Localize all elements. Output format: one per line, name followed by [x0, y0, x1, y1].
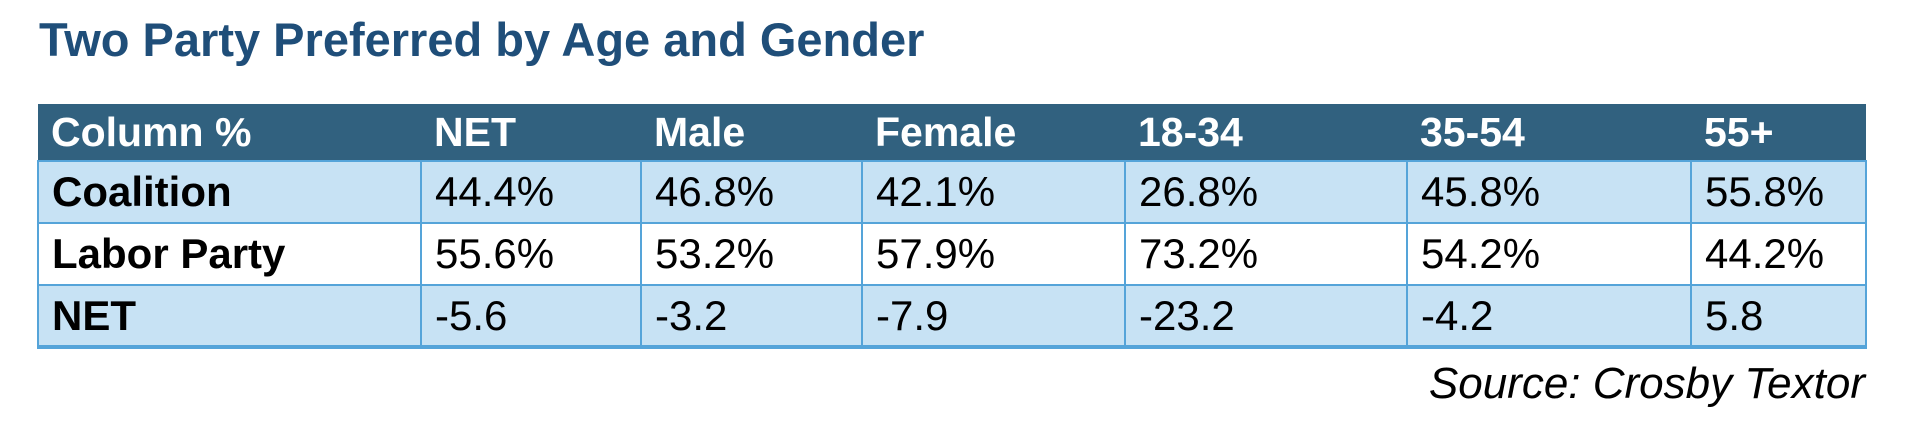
table-cell: 57.9% [861, 222, 1126, 286]
table-cell: 26.8% [1124, 160, 1408, 224]
table-cell: 42.1% [861, 160, 1126, 224]
table-cell: 53.2% [640, 222, 863, 286]
column-header-net: NET [421, 104, 641, 161]
table-cell: -3.2 [640, 284, 863, 349]
column-header-55plus: 55+ [1691, 104, 1866, 161]
table-row-labor-party: Labor Party 55.6% 53.2% 57.9% 73.2% 54.2… [37, 222, 1867, 286]
column-header-column-pct: Column % [38, 104, 421, 161]
table-cell: 44.4% [420, 160, 642, 224]
table-row-coalition: Coalition 44.4% 46.8% 42.1% 26.8% 45.8% … [37, 160, 1867, 224]
table-cell: 55.6% [420, 222, 642, 286]
two-party-preferred-table: Column % NET Male Female 18-34 35-54 55+… [37, 104, 1867, 349]
table-cell: 54.2% [1406, 222, 1692, 286]
row-label: NET [37, 284, 422, 349]
table-row-net: NET -5.6 -3.2 -7.9 -23.2 -4.2 5.8 [37, 284, 1867, 349]
table-cell: 45.8% [1406, 160, 1692, 224]
column-header-male: Male [641, 104, 862, 161]
table-header-row: Column % NET Male Female 18-34 35-54 55+ [38, 104, 1866, 161]
source-caption: Source: Crosby Textor [1428, 359, 1865, 408]
table-cell: 73.2% [1124, 222, 1408, 286]
column-header-18-34: 18-34 [1125, 104, 1407, 161]
column-header-35-54: 35-54 [1407, 104, 1691, 161]
page-title: Two Party Preferred by Age and Gender [39, 13, 925, 66]
row-label: Coalition [37, 160, 422, 224]
table-cell: 55.8% [1690, 160, 1867, 224]
table-cell: -5.6 [420, 284, 642, 349]
table-cell: 44.2% [1690, 222, 1867, 286]
row-label: Labor Party [37, 222, 422, 286]
table-cell: 5.8 [1690, 284, 1867, 349]
table-cell: -7.9 [861, 284, 1126, 349]
table-cell: -23.2 [1124, 284, 1408, 349]
column-header-female: Female [862, 104, 1125, 161]
table-cell: 46.8% [640, 160, 863, 224]
table-cell: -4.2 [1406, 284, 1692, 349]
